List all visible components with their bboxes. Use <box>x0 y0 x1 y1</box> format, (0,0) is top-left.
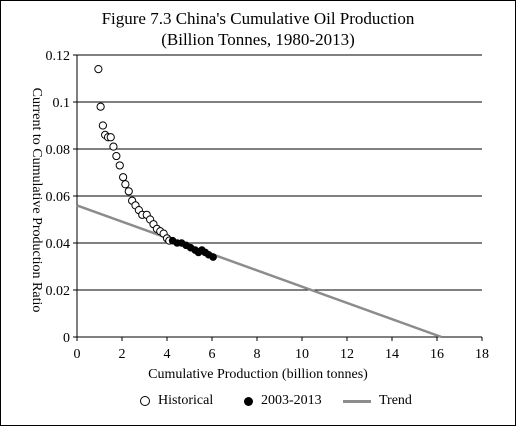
x-tick-label: 0 <box>74 347 81 362</box>
historical-series <box>94 65 174 245</box>
trend-line-icon <box>343 399 371 403</box>
trend-line <box>76 204 442 339</box>
recent-series <box>168 236 217 261</box>
tick-labels: 0 0.02 0.04 0.06 0.08 0.1 0.12 0 2 4 6 8 10 12 14 16 18 <box>46 49 490 362</box>
historical-point <box>106 133 115 142</box>
y-axis-label: Current to Cumulative Production Ratio <box>29 88 44 313</box>
legend-label-historical: Historical <box>158 393 214 408</box>
chart-title: Figure 7.3 China's Cumulative Oil Produc… <box>101 9 415 28</box>
legend-item-historical: Historical <box>140 393 213 409</box>
x-tick-label: 6 <box>209 347 216 362</box>
historical-point <box>109 142 118 151</box>
historical-point <box>115 161 124 170</box>
historical-point <box>112 151 121 161</box>
x-tick-label: 4 <box>164 347 171 362</box>
x-tick-label: 2 <box>119 347 126 362</box>
chart-subtitle: (Billion Tonnes, 1980-2013) <box>161 30 355 49</box>
legend-item-recent: 2003-2013 <box>244 393 322 409</box>
x-tick-label: 16 <box>430 347 444 362</box>
x-tick-label: 14 <box>385 347 399 362</box>
legend: Historical 2003-2013 Trend <box>0 393 516 413</box>
axes <box>73 54 483 341</box>
historical-point <box>119 173 128 182</box>
y-tick-label: 0.04 <box>46 237 71 252</box>
historical-point <box>121 180 130 189</box>
historical-point <box>124 187 133 196</box>
y-tick-label: 0.06 <box>46 190 71 205</box>
historical-point <box>98 121 107 130</box>
x-tick-label: 10 <box>295 347 309 362</box>
y-tick-label: 0.08 <box>46 143 71 158</box>
x-axis-label: Cumulative Production (billion tonnes) <box>148 367 368 382</box>
legend-label-recent: 2003-2013 <box>261 393 322 408</box>
filled-circle-icon <box>244 396 253 406</box>
historical-point <box>94 65 103 74</box>
grid-lines <box>77 54 482 291</box>
y-tick-label: 0.12 <box>46 49 71 64</box>
y-tick-label: 0.02 <box>46 284 71 299</box>
legend-label-trend: Trend <box>379 393 412 408</box>
y-tick-label: 0.1 <box>53 96 71 111</box>
recent-point <box>209 253 217 261</box>
x-tick-label: 12 <box>340 347 354 362</box>
y-tick-label: 0 <box>63 331 70 346</box>
historical-point <box>96 102 105 111</box>
trend-series <box>76 204 442 339</box>
x-tick-label: 8 <box>254 347 261 362</box>
x-tick-label: 18 <box>475 347 489 362</box>
legend-item-trend: Trend <box>343 393 412 409</box>
open-circle-icon <box>140 396 150 406</box>
